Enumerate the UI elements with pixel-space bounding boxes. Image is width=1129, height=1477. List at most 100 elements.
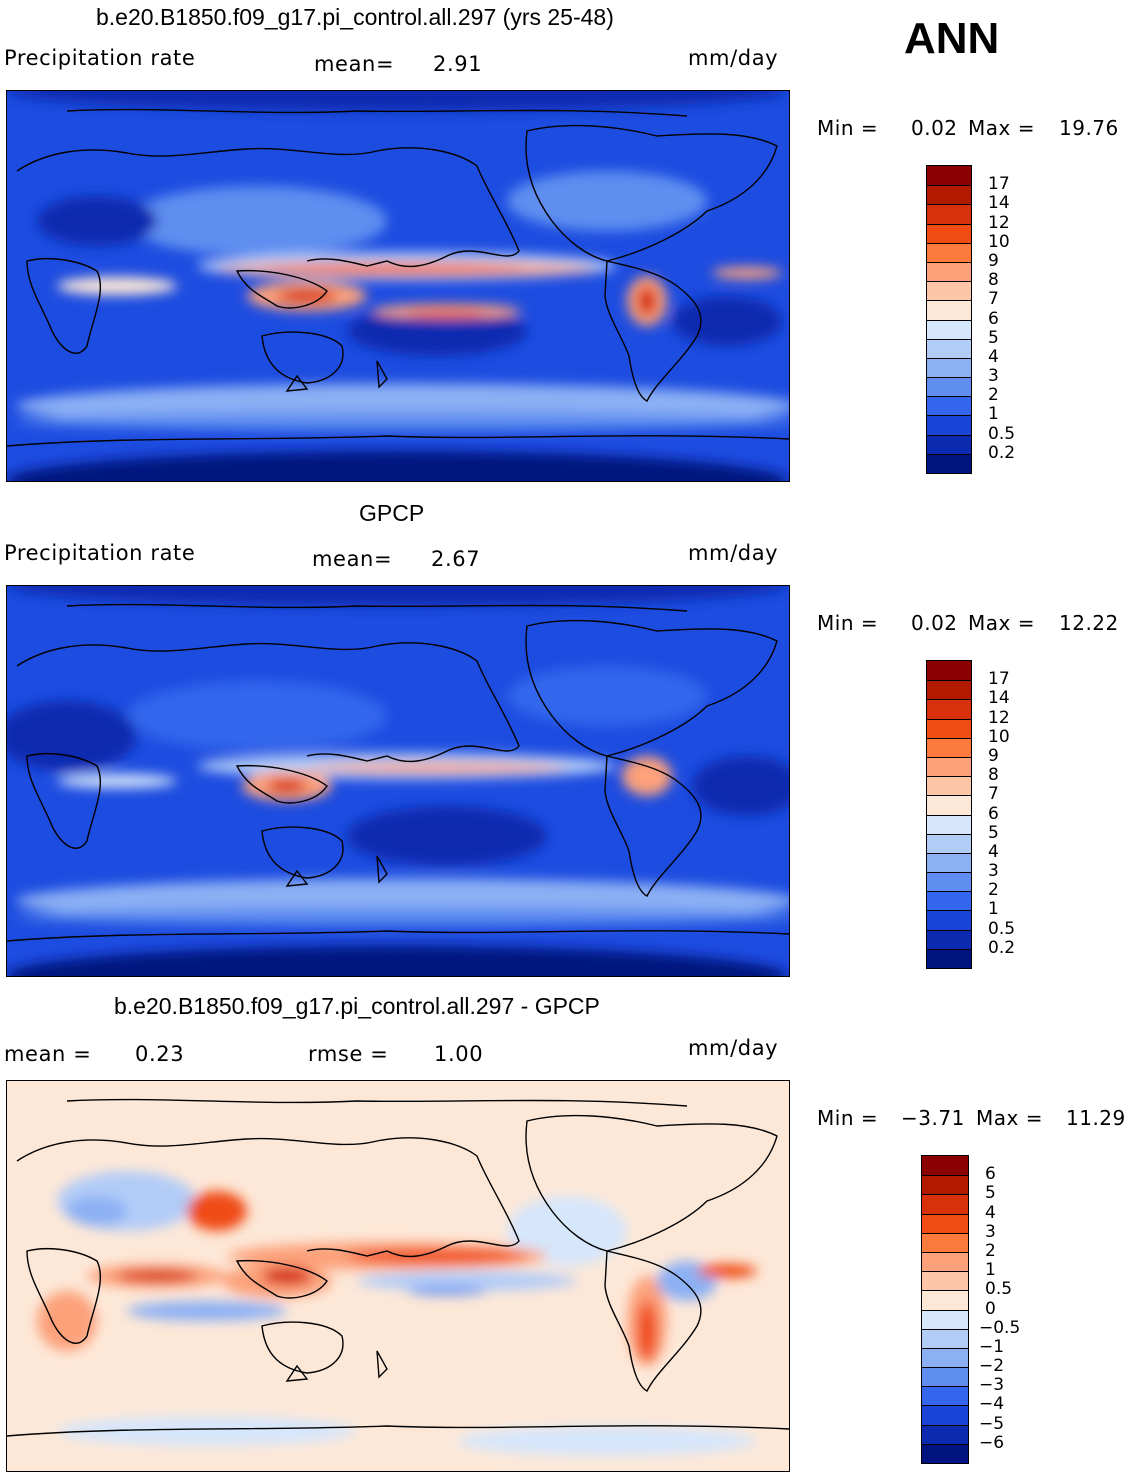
season-label: ANN xyxy=(904,14,1000,63)
colorbar-label: −2 xyxy=(979,1356,1005,1377)
colorbar-swatch xyxy=(922,1175,968,1195)
precip-map-model xyxy=(6,90,790,482)
colorbar-swatch xyxy=(922,1156,968,1176)
colorbar-label: 0.2 xyxy=(988,442,1016,463)
panel-title: b.e20.B1850.f09_g17.pi_control.all.297 (… xyxy=(96,4,614,30)
colorbar-obs xyxy=(926,660,972,969)
max-value: 19.76 xyxy=(1059,116,1119,140)
colorbar-label: 7 xyxy=(988,289,999,310)
colorbar-label: 10 xyxy=(988,726,1010,747)
colorbar-swatch xyxy=(922,1367,968,1387)
colorbar-label: 5 xyxy=(985,1183,996,1204)
colorbar-label: 2 xyxy=(988,385,999,406)
colorbar-label: 10 xyxy=(988,231,1010,252)
colorbar-swatch xyxy=(922,1213,968,1233)
colorbar-label: 17 xyxy=(988,174,1010,195)
colorbar-swatch xyxy=(927,718,971,738)
colorbar-model xyxy=(926,165,972,474)
colorbar-label: 12 xyxy=(988,707,1010,728)
variable-label: Precipitation rate xyxy=(4,46,196,70)
max-label: Max = xyxy=(968,116,1035,140)
colorbar-label: 6 xyxy=(985,1164,996,1185)
colorbar-label: 8 xyxy=(988,270,999,291)
colorbar-swatch xyxy=(922,1405,968,1425)
colorbar-label: 2 xyxy=(985,1240,996,1261)
colorbar-swatch xyxy=(927,661,971,681)
min-value: 0.02 xyxy=(911,116,958,140)
colorbar-swatch xyxy=(927,396,971,416)
colorbar-swatch xyxy=(922,1424,968,1444)
units-label: mm/day xyxy=(688,46,779,70)
units-label: mm/day xyxy=(688,541,779,565)
rmse-value: 1.00 xyxy=(434,1042,484,1066)
colorbar-label: −3 xyxy=(979,1375,1005,1396)
max-label: Max = xyxy=(968,611,1035,635)
colorbar-label: 2 xyxy=(988,880,999,901)
min-label: Min = xyxy=(817,116,879,140)
colorbar-swatch xyxy=(927,185,971,205)
colorbar-swatch xyxy=(927,756,971,777)
panel-title: b.e20.B1850.f09_g17.pi_control.all.297 -… xyxy=(114,993,600,1019)
colorbar-label: 17 xyxy=(988,669,1010,690)
colorbar-label: −6 xyxy=(979,1432,1005,1453)
precip-map-obs xyxy=(6,585,790,977)
colorbar-label: 5 xyxy=(988,822,999,843)
colorbar-swatch xyxy=(927,833,971,853)
colorbar-label: 0.2 xyxy=(988,937,1016,958)
colorbar-swatch xyxy=(927,699,971,719)
colorbar-label: 12 xyxy=(988,212,1010,233)
colorbar-swatch xyxy=(927,281,971,301)
colorbar-swatch xyxy=(922,1251,968,1272)
colorbar-swatch xyxy=(927,319,971,339)
mean-value: 2.67 xyxy=(431,547,481,571)
colorbar-label: −1 xyxy=(979,1336,1005,1357)
rmse-label: rmse = xyxy=(308,1042,389,1066)
min-value: 0.02 xyxy=(911,611,958,635)
min-label: Min = xyxy=(817,611,879,635)
colorbar-swatch xyxy=(927,929,971,949)
colorbar-swatch xyxy=(927,338,971,358)
colorbar-diff xyxy=(921,1155,969,1464)
units-label: mm/day xyxy=(688,1036,779,1060)
colorbar-label: 0 xyxy=(985,1298,996,1319)
mean-label: mean = xyxy=(4,1042,92,1066)
colorbar-swatch xyxy=(922,1443,968,1463)
colorbar-label: 3 xyxy=(988,366,999,387)
colorbar-label: 4 xyxy=(988,841,999,862)
mean-value: 2.91 xyxy=(433,52,483,76)
colorbar-label: 9 xyxy=(988,250,999,271)
colorbar-label: 5 xyxy=(988,327,999,348)
colorbar-swatch xyxy=(927,737,971,757)
colorbar-swatch xyxy=(922,1309,968,1329)
min-label: Min = xyxy=(817,1106,879,1130)
colorbar-swatch xyxy=(922,1271,968,1291)
colorbar-label: 9 xyxy=(988,745,999,766)
colorbar-label: 6 xyxy=(988,803,999,824)
variable-label: Precipitation rate xyxy=(4,541,196,565)
colorbar-swatch xyxy=(922,1290,968,1310)
colorbar-swatch xyxy=(927,453,971,473)
colorbar-swatch xyxy=(927,872,971,892)
colorbar-label: 0.5 xyxy=(988,423,1016,444)
colorbar-label: 3 xyxy=(988,861,999,882)
colorbar-label: 1 xyxy=(988,404,999,425)
colorbar-label: 1 xyxy=(985,1260,996,1281)
colorbar-swatch xyxy=(927,434,971,454)
colorbar-swatch xyxy=(927,795,971,815)
colorbar-swatch xyxy=(927,300,971,320)
colorbar-swatch xyxy=(927,948,971,968)
colorbar-label: 7 xyxy=(988,784,999,805)
colorbar-swatch xyxy=(927,261,971,282)
colorbar-swatch xyxy=(927,680,971,700)
precip-map-diff xyxy=(6,1080,790,1472)
colorbar-swatch xyxy=(927,415,971,435)
colorbar-swatch xyxy=(922,1194,968,1214)
colorbar-label: 8 xyxy=(988,765,999,786)
colorbar-swatch xyxy=(927,204,971,224)
colorbar-swatch xyxy=(922,1232,968,1252)
colorbar-label: 1 xyxy=(988,899,999,920)
mean-value: 0.23 xyxy=(135,1042,185,1066)
colorbar-swatch xyxy=(922,1386,968,1406)
colorbar-swatch xyxy=(927,242,971,262)
colorbar-swatch xyxy=(927,814,971,834)
